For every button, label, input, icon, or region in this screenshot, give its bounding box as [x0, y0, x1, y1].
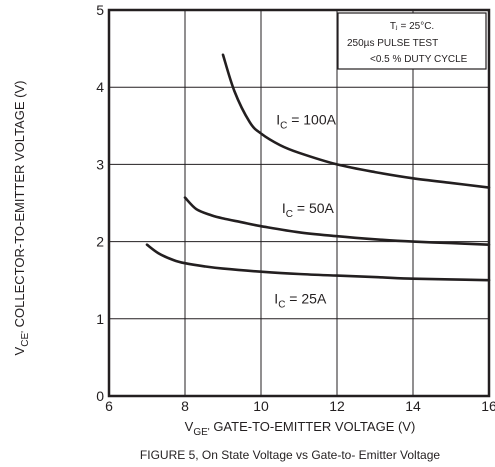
temperature-condition: Tⱼ = 25°C. — [390, 21, 434, 32]
duty-cycle-condition: <0.5 % DUTY CYCLE — [370, 54, 468, 65]
x-tick-label: 10 — [253, 398, 269, 414]
pulse-test-condition: 250µs PULSE TEST — [347, 38, 438, 49]
x-axis-title: VGE' GATE-TO-EMITTER VOLTAGE (V) — [185, 419, 416, 438]
y-axis-subscript: CE' — [20, 331, 31, 347]
figure-caption: FIGURE 5, On State Voltage vs Gate-to- E… — [140, 448, 440, 462]
series-label-2: IC = 25A — [274, 290, 327, 310]
x-axis-subscript: GE' — [193, 427, 209, 438]
x-tick-label: 14 — [405, 398, 421, 414]
y-tick-label: 2 — [96, 234, 104, 250]
plot-frame — [107, 8, 491, 398]
test-conditions-box: Tⱼ = 25°C. 250µs PULSE TEST <0.5 % DUTY … — [337, 12, 487, 70]
x-tick-label: 16 — [481, 398, 495, 414]
y-axis-title: VCE' COLLECTOR-TO-EMITTER VOLTAGE (V) — [12, 81, 31, 356]
y-tick-label: 3 — [96, 156, 104, 172]
series-line-0 — [221, 53, 491, 189]
y-tick-label: 0 — [96, 388, 104, 404]
x-axis-symbol: V — [185, 419, 194, 434]
grid — [109, 10, 489, 396]
y-axis-symbol: V — [12, 346, 27, 355]
series-lines — [145, 53, 491, 282]
y-tick-label: 1 — [96, 311, 104, 327]
series-labels: IC = 100A IC = 50A IC = 25A — [274, 111, 336, 310]
series-label-1: IC = 50A — [282, 200, 335, 220]
y-axis-text: COLLECTOR-TO-EMITTER VOLTAGE (V) — [12, 81, 27, 331]
x-axis-text: GATE-TO-EMITTER VOLTAGE (V) — [210, 419, 416, 434]
y-tick-label: 5 — [96, 2, 104, 18]
x-tick-label: 6 — [105, 398, 113, 414]
y-tick-label: 4 — [96, 79, 104, 95]
series-label-0: IC = 100A — [276, 111, 336, 131]
x-tick-label: 12 — [329, 398, 345, 414]
x-tick-label: 8 — [181, 398, 189, 414]
series-line-2 — [145, 243, 491, 282]
series-line-1 — [183, 196, 491, 246]
